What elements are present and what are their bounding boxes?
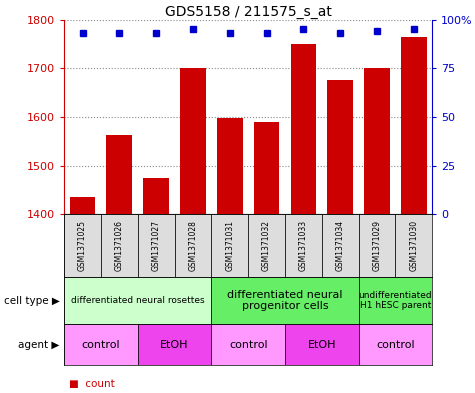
Text: control: control [82, 340, 120, 350]
Bar [322, 214, 359, 277]
Bar [359, 324, 432, 365]
Text: GSM1371031: GSM1371031 [225, 220, 234, 271]
Bar [401, 37, 427, 214]
Text: cell type ▶: cell type ▶ [3, 296, 59, 306]
Text: GSM1371026: GSM1371026 [115, 220, 124, 271]
Text: control: control [376, 340, 415, 350]
Text: control: control [229, 340, 267, 350]
Bar [248, 214, 285, 277]
Bar [64, 277, 211, 324]
Bar [211, 214, 248, 277]
Bar [70, 197, 95, 214]
Text: differentiated neural rosettes: differentiated neural rosettes [71, 296, 205, 305]
Bar [64, 324, 138, 365]
Title: GDS5158 / 211575_s_at: GDS5158 / 211575_s_at [165, 5, 332, 18]
Bar [291, 44, 316, 214]
Bar [138, 214, 175, 277]
Text: GSM1371033: GSM1371033 [299, 220, 308, 271]
Bar [285, 324, 359, 365]
Text: ■  count: ■ count [69, 379, 114, 389]
Bar [106, 135, 132, 214]
Text: agent ▶: agent ▶ [18, 340, 59, 350]
Text: undifferentiated
H1 hESC parent: undifferentiated H1 hESC parent [359, 291, 432, 310]
Bar [143, 178, 169, 214]
Bar [359, 214, 395, 277]
Bar [211, 324, 285, 365]
Text: EtOH: EtOH [160, 340, 189, 350]
Bar [359, 277, 432, 324]
Bar [327, 81, 353, 214]
Bar [64, 214, 101, 277]
Bar [217, 118, 243, 214]
Bar [285, 214, 322, 277]
Text: GSM1371034: GSM1371034 [336, 220, 345, 271]
Text: GSM1371025: GSM1371025 [78, 220, 87, 271]
Text: GSM1371032: GSM1371032 [262, 220, 271, 271]
Bar [180, 68, 206, 214]
Bar [175, 214, 211, 277]
Text: differentiated neural
progenitor cells: differentiated neural progenitor cells [227, 290, 343, 311]
Text: GSM1371027: GSM1371027 [152, 220, 161, 271]
Text: EtOH: EtOH [308, 340, 336, 350]
Bar [101, 214, 138, 277]
Bar [364, 68, 390, 214]
Text: GSM1371029: GSM1371029 [372, 220, 381, 271]
Bar [138, 324, 211, 365]
Bar [254, 122, 279, 214]
Bar [395, 214, 432, 277]
Text: GSM1371028: GSM1371028 [189, 220, 198, 271]
Bar [211, 277, 359, 324]
Text: GSM1371030: GSM1371030 [409, 220, 418, 271]
